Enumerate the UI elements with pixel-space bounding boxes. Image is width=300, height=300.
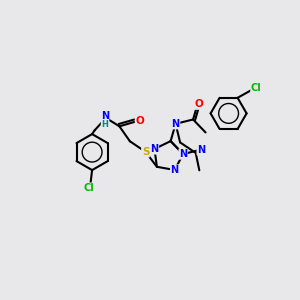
Text: O: O	[135, 116, 144, 126]
Text: O: O	[194, 99, 203, 109]
Text: S: S	[142, 147, 149, 157]
Text: Cl: Cl	[251, 83, 262, 93]
Text: H: H	[101, 120, 108, 129]
Text: N: N	[100, 111, 109, 122]
Text: N: N	[179, 149, 187, 159]
Text: N: N	[150, 144, 158, 154]
Text: N: N	[171, 165, 179, 175]
Text: Cl: Cl	[84, 183, 94, 193]
Text: N: N	[197, 145, 205, 155]
Text: N: N	[172, 119, 180, 129]
